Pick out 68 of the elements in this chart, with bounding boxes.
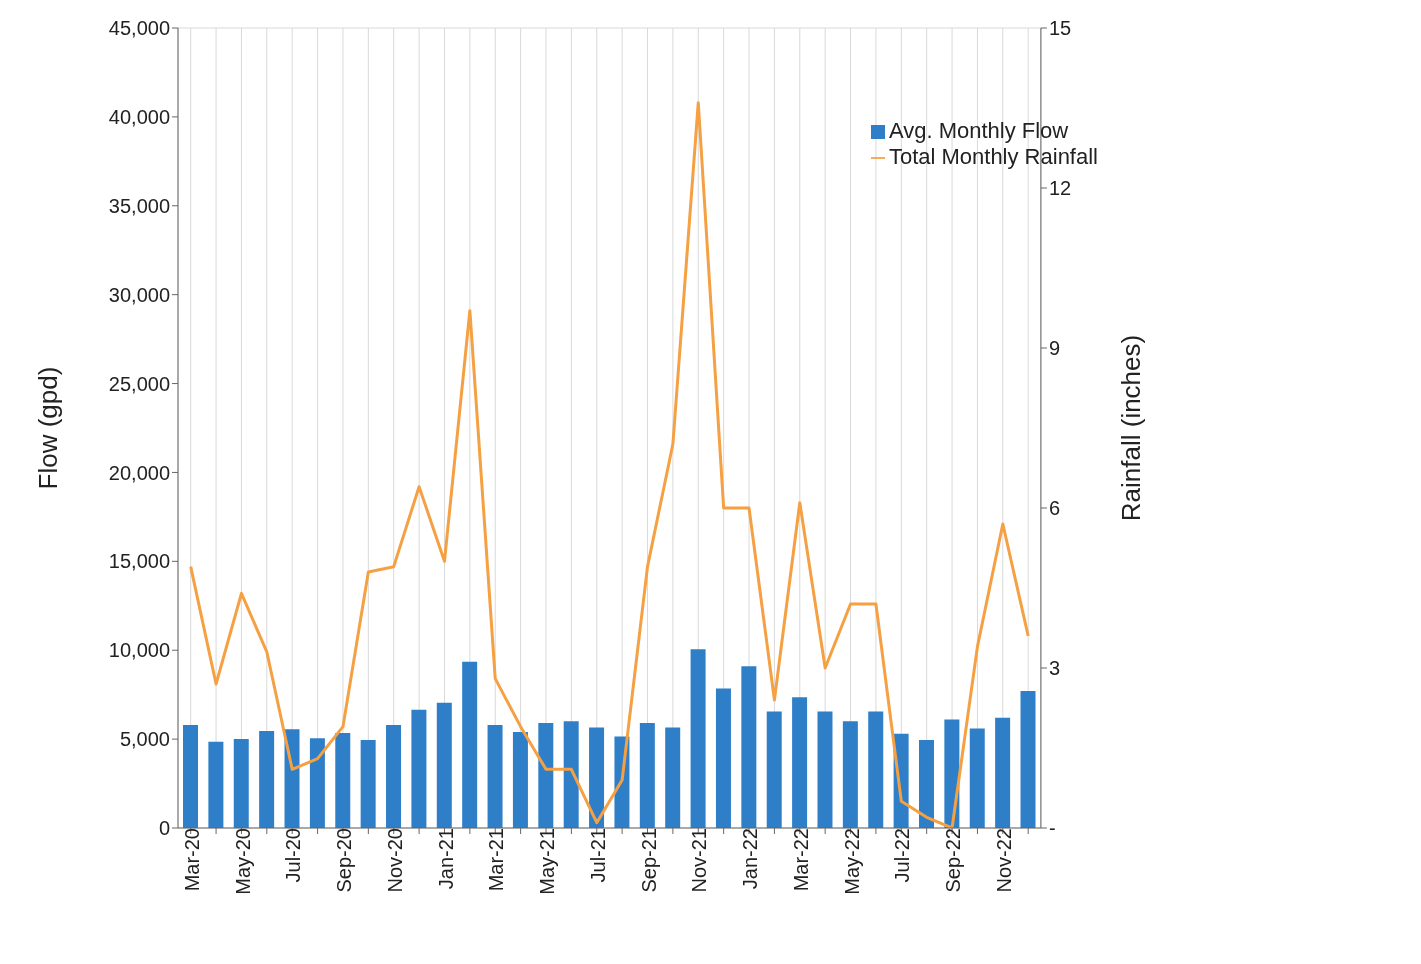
x-tick-label: Nov-22 bbox=[993, 828, 1016, 893]
bar bbox=[766, 711, 782, 828]
x-tick-label: Jul-21 bbox=[586, 828, 609, 883]
y-tick-label: 40,000 bbox=[108, 105, 170, 128]
bar bbox=[436, 702, 452, 828]
bar bbox=[259, 731, 275, 828]
bar bbox=[309, 738, 325, 828]
y-tick-label: 25,000 bbox=[108, 372, 170, 395]
y2-tick-label: 6 bbox=[1048, 497, 1061, 520]
bar bbox=[512, 732, 528, 828]
bar bbox=[665, 727, 681, 828]
bar bbox=[969, 728, 985, 828]
x-tick-label: Nov-21 bbox=[688, 828, 711, 893]
bar bbox=[284, 729, 300, 828]
y-tick-label: 10,000 bbox=[108, 639, 170, 662]
x-tick-label: Nov-20 bbox=[383, 828, 406, 893]
bar bbox=[741, 666, 757, 828]
y-tick-label: 45,000 bbox=[108, 17, 170, 40]
bar bbox=[563, 721, 579, 828]
bar bbox=[589, 727, 605, 828]
x-tick-label: Mar-21 bbox=[485, 828, 508, 892]
bar bbox=[183, 724, 198, 828]
bar bbox=[335, 732, 351, 828]
x-tick-label: Mar-20 bbox=[180, 828, 203, 892]
y2-tick-label: 3 bbox=[1048, 657, 1061, 680]
y-tick-label: 30,000 bbox=[108, 283, 170, 306]
legend-label: Total Monthly Rainfall bbox=[888, 144, 1098, 169]
x-tick-label: Jan-22 bbox=[739, 828, 762, 890]
y-tick-label: 0 bbox=[158, 817, 170, 840]
x-tick-label: Sep-20 bbox=[333, 828, 356, 893]
bar bbox=[995, 717, 1011, 828]
x-tick-label: Jul-22 bbox=[891, 828, 914, 883]
bar bbox=[792, 697, 808, 828]
y-tick-label: 5,000 bbox=[119, 728, 170, 751]
y2-tick-label: - bbox=[1048, 817, 1056, 840]
bar bbox=[918, 740, 934, 828]
bar bbox=[487, 724, 503, 828]
bar bbox=[208, 741, 224, 828]
bar bbox=[462, 661, 478, 828]
bar bbox=[1020, 691, 1036, 828]
x-tick-label: May-20 bbox=[231, 828, 254, 895]
y-tick-label: 20,000 bbox=[108, 461, 170, 484]
bar bbox=[233, 739, 249, 828]
y2-tick-label: 9 bbox=[1048, 337, 1061, 360]
y-tick-label: 35,000 bbox=[108, 194, 170, 217]
x-tick-label: Jan-21 bbox=[434, 828, 457, 890]
legend-label: Avg. Monthly Flow bbox=[888, 118, 1069, 143]
x-tick-label: Jul-20 bbox=[282, 828, 305, 883]
bar bbox=[715, 688, 731, 828]
x-tick-label: May-21 bbox=[536, 828, 559, 895]
y-axis-title: Flow (gpd) bbox=[33, 366, 64, 490]
x-tick-label: Mar-22 bbox=[789, 828, 812, 892]
bar bbox=[690, 649, 706, 828]
x-tick-label: May-22 bbox=[840, 828, 863, 895]
bar bbox=[868, 711, 884, 828]
bar bbox=[842, 721, 858, 828]
bar bbox=[386, 724, 402, 828]
bar bbox=[639, 723, 655, 828]
bar bbox=[411, 709, 427, 828]
bar bbox=[360, 740, 376, 828]
y2-tick-label: 15 bbox=[1048, 17, 1072, 40]
x-tick-label: Sep-22 bbox=[942, 828, 965, 893]
bar bbox=[817, 711, 833, 828]
y2-axis-title: Rainfall (inches) bbox=[1116, 334, 1147, 522]
y-tick-label: 15,000 bbox=[108, 550, 170, 573]
bar bbox=[538, 723, 554, 828]
y2-tick-label: 12 bbox=[1048, 177, 1072, 200]
x-tick-label: Sep-21 bbox=[637, 828, 660, 893]
